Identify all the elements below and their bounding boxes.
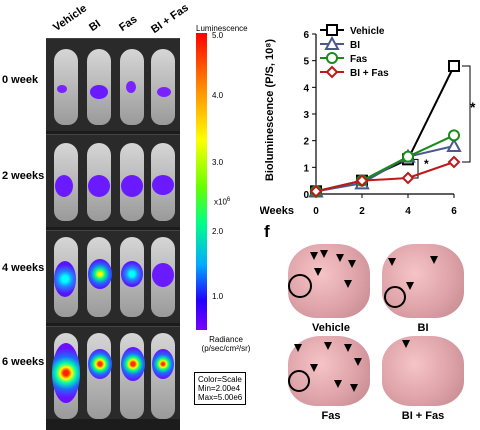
legend-marker — [324, 35, 340, 50]
row-label-6-weeks: 6 weeks — [2, 356, 45, 368]
lung-label-bi: BI — [417, 322, 429, 334]
colorbar-tick: 2.0 — [212, 227, 224, 236]
panel-letter-f: f — [264, 222, 270, 241]
colorbar-scale-box: Color=Scale Min=2.00e4 Max=5.00e6 — [194, 372, 247, 405]
lung-photo-bi-fas — [382, 336, 464, 406]
image-row-6-weeks — [46, 326, 180, 419]
colorbar-tick: 5.0 — [212, 31, 224, 40]
y-tick-label: 4 — [303, 83, 309, 94]
data-point — [402, 150, 414, 163]
y-tick-label: 2 — [303, 137, 309, 148]
legend-entry: BI + Fas — [350, 68, 389, 79]
lung-label-bi-fas: BI + Fas — [401, 410, 445, 422]
image-row-0-week — [46, 38, 180, 131]
signal-blob — [152, 263, 174, 287]
legend-marker — [326, 52, 338, 64]
colorbar-tick: 1.0 — [212, 292, 224, 301]
y-axis-label: Bioluminescence (P/S, 10⁸) — [264, 39, 276, 181]
data-point — [447, 155, 461, 169]
signal-blob — [57, 85, 67, 93]
significance-annotation: * — [470, 99, 476, 115]
significance-bracket — [412, 158, 419, 179]
legend-entry: Fas — [350, 54, 368, 65]
column-label-bi-fas: BI + Fas — [149, 1, 191, 36]
y-tick-label: 1 — [303, 163, 309, 174]
colorbar-unit: Radiance (p/sec/cm²/sr) — [201, 335, 251, 353]
nodule-circle — [288, 274, 312, 298]
data-point — [446, 137, 462, 152]
signal-blob — [88, 349, 112, 379]
colorbar-multiplier: x106 — [214, 197, 231, 207]
data-point — [401, 171, 415, 185]
legend-entry: Vehicle — [350, 26, 385, 37]
colorbar-title: Luminescence — [196, 24, 248, 33]
data-point — [309, 184, 323, 198]
signal-blob — [88, 175, 110, 197]
colorbar-tick: 3.0 — [212, 158, 224, 167]
signal-blob — [88, 259, 112, 289]
series-line-2 — [315, 134, 455, 193]
signal-blob — [152, 175, 174, 195]
column-label-bi: BI — [87, 17, 104, 34]
series-line-3 — [315, 161, 455, 193]
y-tick-label: 6 — [303, 30, 309, 41]
signal-blob — [55, 175, 73, 197]
series-line-1 — [315, 145, 455, 193]
lung-label-vehicle: Vehicle — [312, 322, 350, 334]
signal-blob — [157, 87, 171, 97]
signal-blob — [121, 175, 143, 197]
signal-blob — [54, 261, 76, 297]
image-row-2-weeks — [46, 134, 180, 227]
legend-marker — [325, 65, 339, 79]
x-tick-label: 0 — [313, 206, 319, 217]
x-tick-label: 2 — [359, 206, 365, 217]
column-label-fas: Fas — [117, 13, 140, 34]
row-label-0-week: 0 week — [2, 74, 39, 86]
row-label-2-weeks: 2 weeks — [2, 170, 45, 182]
legend-entry: BI — [350, 40, 360, 51]
x-tick-label: 4 — [405, 206, 411, 217]
data-point — [448, 60, 460, 72]
column-label-vehicle: Vehicle — [51, 2, 90, 35]
series-line-0 — [315, 65, 455, 193]
bioluminescence-line-chart: 0 1 2 3 4 5 6 0 2 4 6 Vehicle BI Fas BI + Fas Biolumi… — [260, 24, 476, 217]
significance-annotation: * — [424, 157, 429, 171]
significance-bracket — [462, 65, 471, 163]
lung-photo-vehicle — [288, 244, 370, 318]
signal-blob — [121, 347, 145, 381]
signal-blob — [121, 261, 143, 287]
lung-photo-bi — [382, 244, 464, 318]
x-tick-label: 6 — [451, 206, 457, 217]
x-axis-label: Weeks — [260, 205, 294, 217]
lung-label-fas: Fas — [321, 410, 341, 422]
nodule-arrowheads — [294, 250, 438, 392]
signal-blob — [152, 349, 174, 379]
y-tick-label: 3 — [303, 110, 309, 121]
data-point — [448, 129, 460, 142]
signal-blob — [126, 81, 136, 93]
colorbar — [196, 33, 207, 330]
y-tick-label: 5 — [303, 57, 309, 68]
lung-photo-panel: Vehicle BI Fas BI + Fas — [284, 244, 480, 428]
data-point — [355, 174, 369, 188]
signal-blob — [52, 343, 80, 403]
nodule-circle — [384, 286, 406, 308]
colorbar-tick: 4.0 — [212, 91, 224, 100]
signal-blob — [90, 85, 108, 99]
legend-marker — [326, 24, 338, 36]
bioluminescence-image-grid — [46, 38, 180, 430]
image-row-4-weeks — [46, 230, 180, 323]
nodule-circle — [288, 370, 310, 392]
row-label-4-weeks: 4 weeks — [2, 262, 45, 274]
y-tick-label: 0 — [303, 190, 309, 201]
